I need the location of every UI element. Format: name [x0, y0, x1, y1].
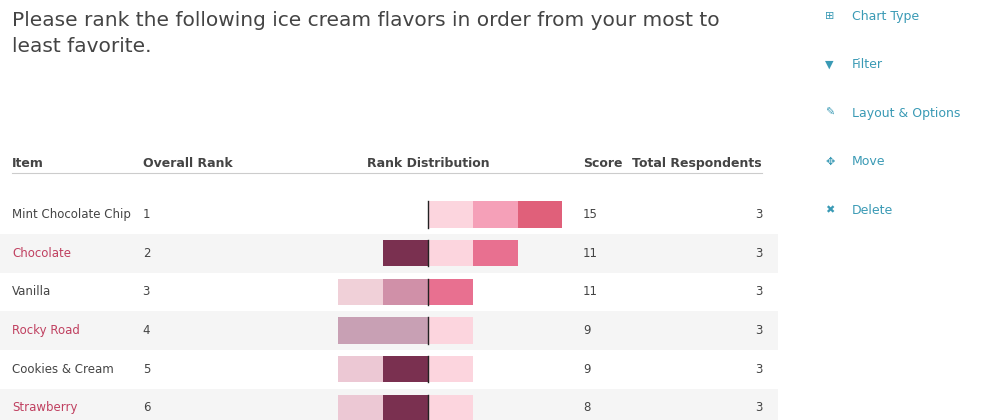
Text: ✖: ✖ [825, 205, 835, 215]
Text: Delete: Delete [851, 204, 893, 217]
Text: 1: 1 [142, 208, 150, 221]
Text: 5: 5 [142, 363, 150, 375]
Bar [472, 202, 518, 228]
Text: ✎: ✎ [825, 108, 835, 118]
Text: 3: 3 [755, 208, 762, 221]
Text: Layout & Options: Layout & Options [851, 107, 960, 120]
Text: 3: 3 [142, 286, 150, 298]
Text: ⊞: ⊞ [825, 11, 835, 21]
Bar [338, 356, 383, 382]
Bar [0, 195, 779, 234]
Bar [338, 279, 383, 305]
Bar [383, 356, 428, 382]
Text: Mint Chocolate Chip: Mint Chocolate Chip [12, 208, 132, 221]
Bar [383, 279, 428, 305]
Bar [0, 273, 779, 311]
Text: Chocolate: Chocolate [12, 247, 72, 260]
Bar [428, 395, 472, 420]
Text: Item: Item [12, 157, 44, 170]
Text: Overall Rank: Overall Rank [142, 157, 233, 170]
Text: 4: 4 [142, 324, 150, 337]
Text: Please rank the following ice cream flavors in order from your most to
least fav: Please rank the following ice cream flav… [12, 10, 720, 56]
Bar [0, 388, 779, 420]
Bar [383, 395, 428, 420]
Text: 15: 15 [582, 208, 598, 221]
Text: 3: 3 [755, 363, 762, 375]
Text: 2: 2 [142, 247, 150, 260]
Text: 3: 3 [755, 324, 762, 337]
Text: Total Respondents: Total Respondents [632, 157, 762, 170]
Bar [428, 356, 472, 382]
Bar [0, 234, 779, 273]
Text: Vanilla: Vanilla [12, 286, 51, 298]
Bar [338, 318, 428, 344]
Bar [428, 318, 472, 344]
Text: ✥: ✥ [825, 157, 835, 167]
Text: 11: 11 [582, 286, 598, 298]
Bar [0, 311, 779, 350]
Text: Filter: Filter [851, 58, 883, 71]
Bar [338, 395, 383, 420]
Text: 11: 11 [582, 247, 598, 260]
Text: 3: 3 [755, 402, 762, 414]
Bar [383, 240, 428, 266]
Text: Chart Type: Chart Type [851, 10, 919, 23]
Text: 8: 8 [582, 402, 590, 414]
Text: ▼: ▼ [825, 60, 834, 70]
Text: 3: 3 [755, 286, 762, 298]
Bar [428, 279, 472, 305]
Text: 9: 9 [582, 324, 590, 337]
Bar [428, 240, 472, 266]
Text: Rank Distribution: Rank Distribution [366, 157, 489, 170]
Text: Cookies & Cream: Cookies & Cream [12, 363, 114, 375]
Text: Move: Move [851, 155, 886, 168]
Bar [518, 202, 563, 228]
Bar [0, 350, 779, 388]
Text: 9: 9 [582, 363, 590, 375]
Text: 6: 6 [142, 402, 150, 414]
Text: Rocky Road: Rocky Road [12, 324, 81, 337]
Bar [472, 240, 518, 266]
Text: 3: 3 [755, 247, 762, 260]
Text: Score: Score [582, 157, 623, 170]
Bar [428, 202, 472, 228]
Text: Strawberry: Strawberry [12, 402, 78, 414]
